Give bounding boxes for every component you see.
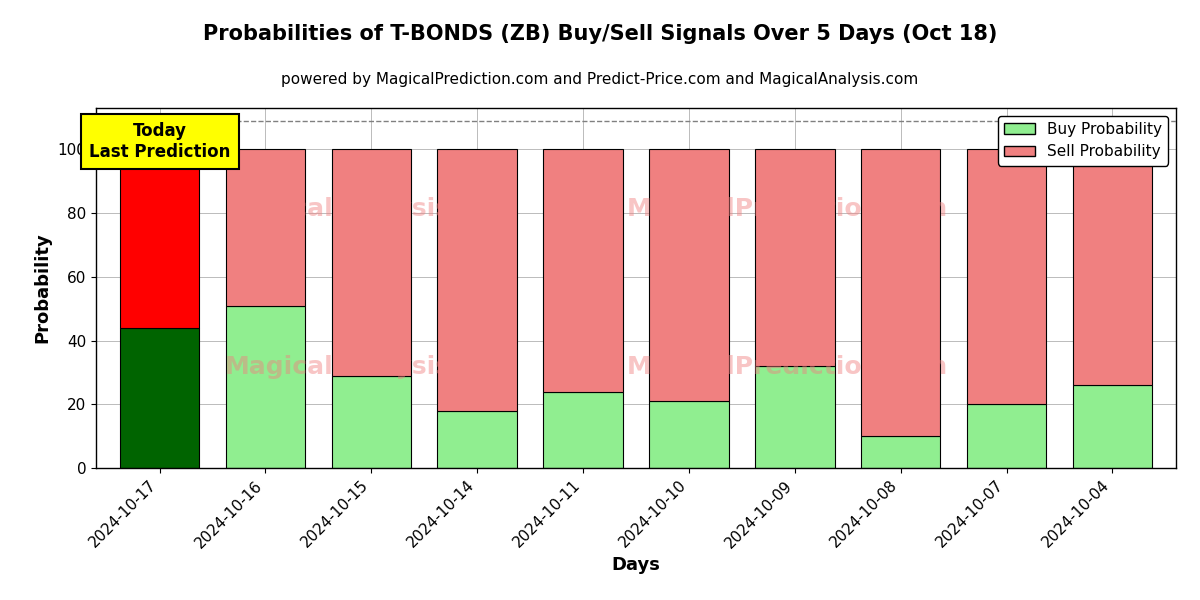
Text: powered by MagicalPrediction.com and Predict-Price.com and MagicalAnalysis.com: powered by MagicalPrediction.com and Pre… — [281, 72, 919, 87]
Bar — [967, 149, 1046, 404]
Bar — [862, 149, 941, 436]
Text: Probabilities of T-BONDS (ZB) Buy/Sell Signals Over 5 Days (Oct 18): Probabilities of T-BONDS (ZB) Buy/Sell S… — [203, 24, 997, 44]
Bar — [331, 149, 412, 376]
Bar — [1073, 385, 1152, 468]
Text: MagicalPrediction.com: MagicalPrediction.com — [626, 197, 948, 221]
Bar — [1073, 149, 1152, 385]
X-axis label: Days: Days — [612, 556, 660, 574]
Bar — [544, 392, 623, 468]
Y-axis label: Probability: Probability — [34, 233, 52, 343]
Bar — [755, 366, 834, 468]
Legend: Buy Probability, Sell Probability: Buy Probability, Sell Probability — [998, 116, 1169, 166]
Bar — [544, 149, 623, 392]
Text: Today
Last Prediction: Today Last Prediction — [89, 122, 230, 161]
Text: MagicalPrediction.com: MagicalPrediction.com — [626, 355, 948, 379]
Bar — [649, 401, 728, 468]
Text: MagicalAnalysis.com: MagicalAnalysis.com — [224, 197, 518, 221]
Bar — [226, 149, 305, 305]
Bar — [120, 328, 199, 468]
Bar — [649, 149, 728, 401]
Bar — [755, 149, 834, 366]
Bar — [226, 305, 305, 468]
Bar — [438, 410, 517, 468]
Text: MagicalAnalysis.com: MagicalAnalysis.com — [224, 355, 518, 379]
Bar — [967, 404, 1046, 468]
Bar — [862, 436, 941, 468]
Bar — [120, 149, 199, 328]
Bar — [438, 149, 517, 410]
Bar — [331, 376, 412, 468]
